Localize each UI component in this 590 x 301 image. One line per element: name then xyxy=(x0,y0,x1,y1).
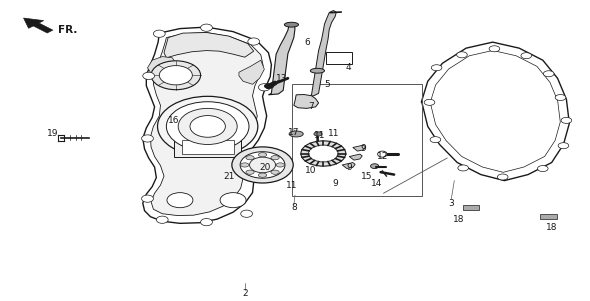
Text: 12: 12 xyxy=(376,152,388,161)
Ellipse shape xyxy=(190,116,225,137)
Ellipse shape xyxy=(309,145,338,162)
Text: 2: 2 xyxy=(242,289,248,298)
Ellipse shape xyxy=(543,71,554,77)
Text: 13: 13 xyxy=(276,74,288,83)
Text: FR.: FR. xyxy=(58,25,77,35)
Polygon shape xyxy=(150,33,263,216)
Ellipse shape xyxy=(246,156,254,160)
Bar xyxy=(139,18,395,283)
Ellipse shape xyxy=(457,52,467,58)
Ellipse shape xyxy=(158,96,258,157)
Ellipse shape xyxy=(201,24,212,31)
Text: 17: 17 xyxy=(288,128,300,137)
Ellipse shape xyxy=(143,72,155,79)
Ellipse shape xyxy=(378,151,387,157)
Ellipse shape xyxy=(301,141,346,166)
Text: 9: 9 xyxy=(332,179,338,188)
Ellipse shape xyxy=(258,153,267,157)
Text: 18: 18 xyxy=(546,223,558,232)
Ellipse shape xyxy=(258,173,267,177)
Text: 19: 19 xyxy=(47,129,59,138)
Text: 20: 20 xyxy=(260,163,271,172)
Ellipse shape xyxy=(246,170,254,174)
Polygon shape xyxy=(421,42,569,181)
Ellipse shape xyxy=(241,163,249,167)
Ellipse shape xyxy=(264,84,274,88)
Ellipse shape xyxy=(240,152,285,178)
Ellipse shape xyxy=(156,216,168,223)
Ellipse shape xyxy=(167,193,193,208)
Ellipse shape xyxy=(258,84,270,91)
Ellipse shape xyxy=(558,143,569,149)
Ellipse shape xyxy=(561,117,572,123)
Ellipse shape xyxy=(271,156,279,160)
Bar xyxy=(182,140,234,154)
Ellipse shape xyxy=(555,95,566,101)
Polygon shape xyxy=(143,27,271,223)
Bar xyxy=(174,137,241,157)
Text: 11: 11 xyxy=(327,129,339,138)
Ellipse shape xyxy=(284,22,299,27)
Ellipse shape xyxy=(166,102,249,151)
Polygon shape xyxy=(353,145,366,151)
Ellipse shape xyxy=(371,164,379,169)
Ellipse shape xyxy=(142,195,153,202)
Text: 7: 7 xyxy=(309,102,314,111)
Ellipse shape xyxy=(153,30,165,37)
Ellipse shape xyxy=(310,68,325,73)
Text: 6: 6 xyxy=(304,38,310,47)
Text: 11: 11 xyxy=(314,131,326,140)
Bar xyxy=(463,205,479,210)
Ellipse shape xyxy=(431,65,442,71)
Text: 8: 8 xyxy=(291,203,297,212)
Text: 3: 3 xyxy=(448,199,454,208)
Ellipse shape xyxy=(430,137,441,143)
Ellipse shape xyxy=(245,156,257,163)
Text: 21: 21 xyxy=(223,172,235,181)
Polygon shape xyxy=(294,95,319,108)
Polygon shape xyxy=(342,163,355,169)
Ellipse shape xyxy=(142,135,153,142)
Ellipse shape xyxy=(232,147,293,183)
Text: 15: 15 xyxy=(361,172,373,181)
Ellipse shape xyxy=(159,66,192,85)
Text: 9: 9 xyxy=(360,144,366,154)
Text: 14: 14 xyxy=(371,179,382,188)
Polygon shape xyxy=(31,22,53,33)
Text: 4: 4 xyxy=(345,63,351,72)
Ellipse shape xyxy=(521,53,532,59)
Ellipse shape xyxy=(497,174,508,180)
Ellipse shape xyxy=(220,193,246,208)
Ellipse shape xyxy=(271,170,279,174)
Ellipse shape xyxy=(289,131,303,137)
Ellipse shape xyxy=(151,61,201,90)
Polygon shape xyxy=(24,18,44,28)
Polygon shape xyxy=(239,60,264,84)
Bar xyxy=(292,84,422,196)
Polygon shape xyxy=(349,154,362,160)
Text: 11: 11 xyxy=(286,181,298,190)
Text: 10: 10 xyxy=(305,166,317,175)
Polygon shape xyxy=(268,24,295,95)
Text: 16: 16 xyxy=(168,116,180,125)
Bar xyxy=(326,52,352,64)
Bar xyxy=(540,214,557,219)
Polygon shape xyxy=(164,33,254,58)
Text: 18: 18 xyxy=(453,215,465,224)
Polygon shape xyxy=(148,57,176,75)
Polygon shape xyxy=(310,11,336,96)
Ellipse shape xyxy=(276,163,284,167)
Ellipse shape xyxy=(314,132,322,136)
Ellipse shape xyxy=(178,108,237,144)
Ellipse shape xyxy=(241,210,253,217)
Ellipse shape xyxy=(424,99,435,105)
Text: 5: 5 xyxy=(324,80,330,89)
Text: 9: 9 xyxy=(346,163,352,172)
Ellipse shape xyxy=(489,46,500,52)
Ellipse shape xyxy=(458,165,468,171)
Ellipse shape xyxy=(537,166,548,172)
Ellipse shape xyxy=(201,219,212,226)
Ellipse shape xyxy=(250,157,276,173)
Ellipse shape xyxy=(248,38,260,45)
